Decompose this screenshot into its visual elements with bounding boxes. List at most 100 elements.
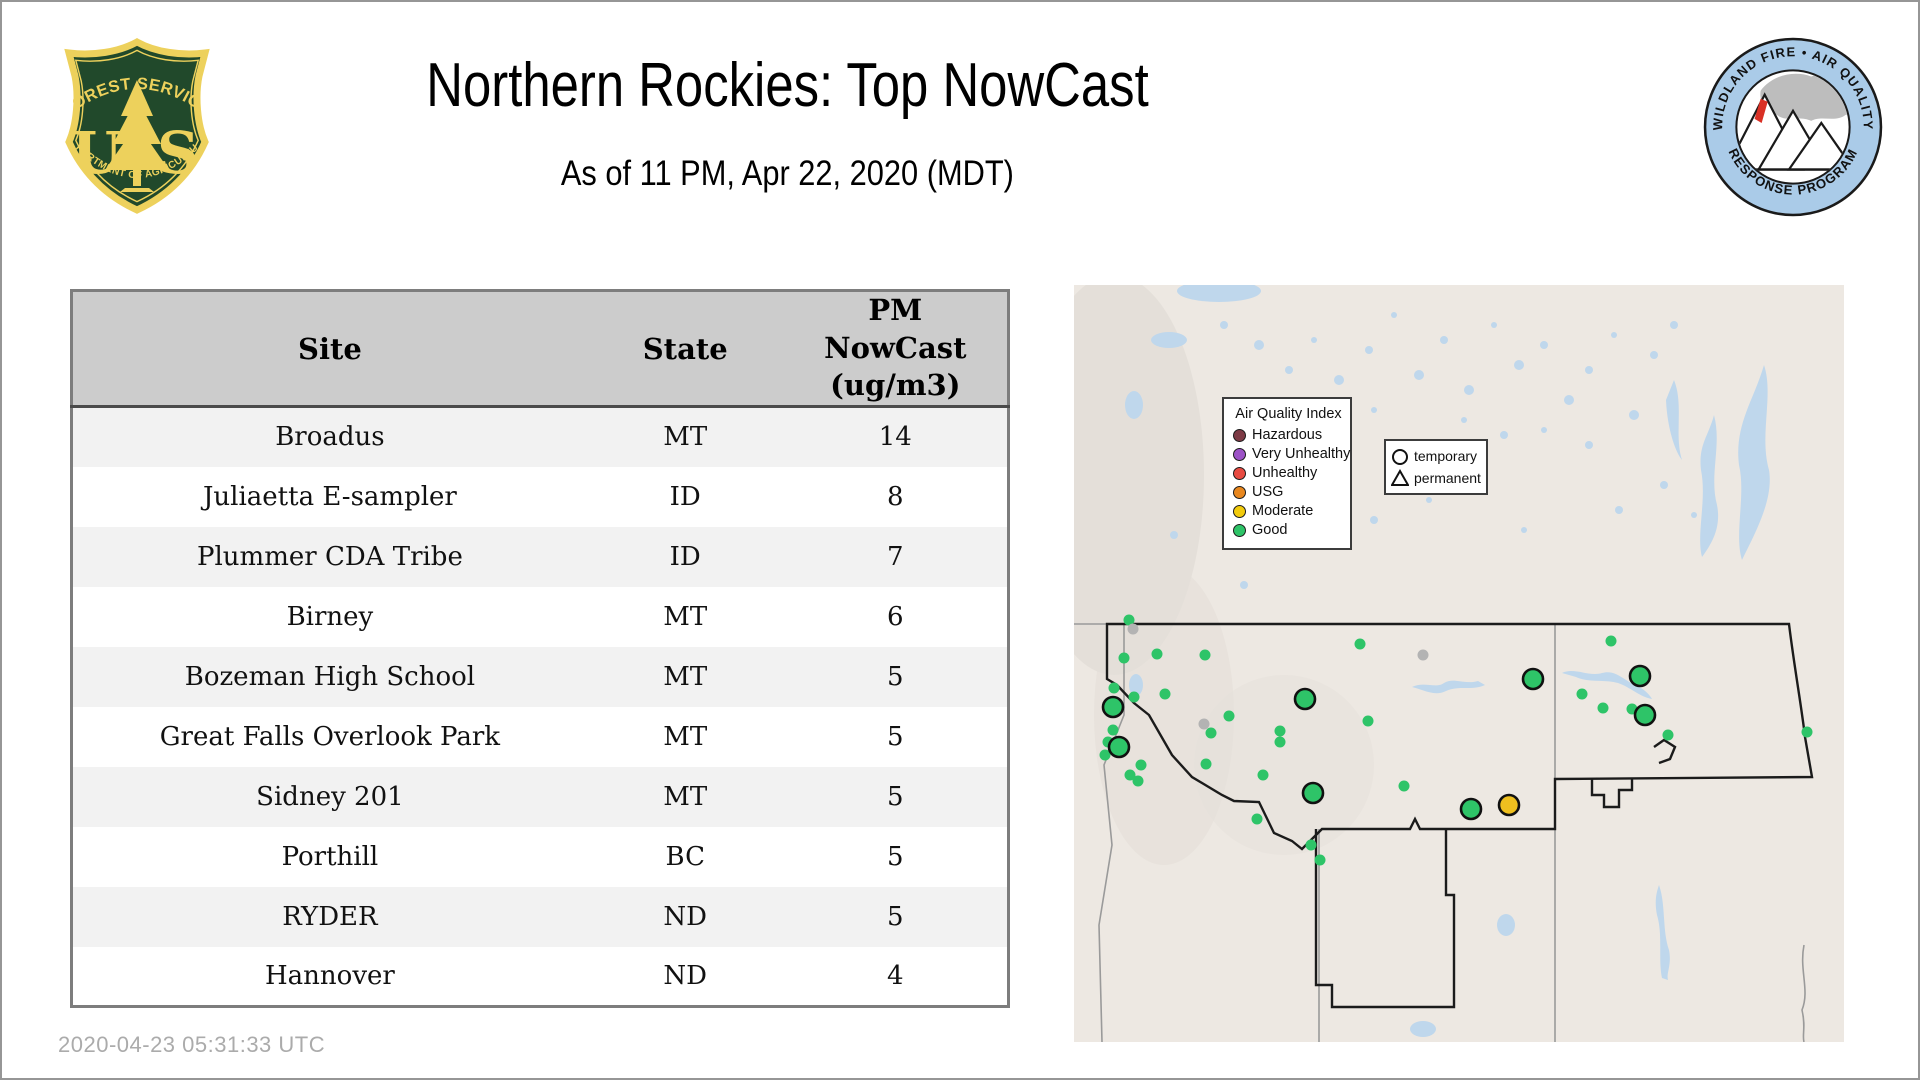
aqi-legend-label: Very Unhealthy [1252, 446, 1351, 462]
value-cell: 5 [887, 901, 904, 932]
table-row: Great Falls Overlook Park MT 5 [71, 706, 1009, 767]
site-marker-good [1354, 638, 1366, 650]
pine-tree-icon [105, 80, 169, 192]
basemap [1074, 285, 1844, 1042]
fs-monogram-u: U [72, 119, 123, 187]
site-cell: Juliaetta E-sampler [202, 481, 457, 512]
site-marker-good [1576, 688, 1588, 700]
table-header-state: State [586, 290, 784, 409]
aqi-legend-item: USG [1233, 484, 1344, 500]
site-marker-good [1251, 813, 1263, 825]
temporary-label: temporary [1414, 448, 1478, 464]
aqi-color-dot-icon [1233, 523, 1246, 537]
site-marker-good [1151, 648, 1163, 660]
site-cell: Plummer CDA Tribe [197, 541, 463, 572]
site-marker-good [1200, 758, 1212, 770]
site-marker-good [1159, 688, 1171, 700]
aqi-color-dot-icon [1233, 485, 1246, 499]
site-marker-good [1205, 727, 1217, 739]
region-borders-black [1105, 622, 1814, 1009]
site-marker-moderate [1497, 793, 1521, 817]
terrain-shading [1074, 285, 1374, 865]
site-cell: Sidney 201 [256, 781, 404, 812]
permanent-label: permanent [1414, 470, 1481, 486]
site-marker-good [1628, 664, 1652, 688]
site-marker-good [1107, 724, 1119, 736]
wfaqrp-logo: WILDLAND FIRE • AIR QUALITY RESPONSE PRO… [1703, 37, 1883, 217]
site-marker-good [1099, 749, 1111, 761]
state-cell: BC [665, 841, 705, 872]
aqi-legend: Air Quality Index Hazardous Very Unhealth… [1222, 397, 1352, 550]
air-quality-map: Air Quality Index Hazardous Very Unhealth… [1074, 285, 1844, 1042]
value-cell: 7 [887, 541, 904, 572]
aqi-legend-label: Unhealthy [1252, 465, 1318, 481]
aqi-color-dot-icon [1233, 504, 1246, 518]
site-cell: Great Falls Overlook Park [159, 721, 501, 752]
table-body: Broadus MT 14 Juliaetta E-sampler ID 8 Plummer… [71, 406, 1009, 1007]
table-header-row: Site State PM NowCast (ug/m3) [71, 290, 1009, 409]
site-marker-good [1274, 736, 1286, 748]
site-marker-good [1521, 667, 1545, 691]
site-marker-good [1223, 710, 1235, 722]
temporary-circle-icon [1392, 449, 1408, 465]
generated-timestamp: 2020-04-23 05:31:33 UTC [58, 1032, 326, 1057]
aqi-legend-label: Good [1252, 522, 1288, 538]
site-marker-good [1274, 725, 1286, 737]
site-marker-good [1135, 759, 1147, 771]
site-marker-good [1314, 854, 1326, 866]
aqi-color-dot-icon [1233, 466, 1246, 480]
value-cell: 5 [887, 661, 904, 692]
value-cell: 14 [878, 422, 912, 453]
site-marker-good [1118, 652, 1130, 664]
site-marker-inactive [1417, 649, 1429, 661]
aqi-legend-label: USG [1252, 484, 1284, 500]
site-marker-good [1597, 702, 1609, 714]
aqi-legend-item: Very Unhealthy [1233, 446, 1350, 462]
site-marker-good [1801, 726, 1813, 738]
state-cell: ID [669, 541, 701, 572]
table-row: Sidney 201 MT 5 [71, 766, 1009, 827]
table-header-site: Site [71, 290, 587, 409]
site-marker-good [1107, 735, 1131, 759]
permanent-triangle-icon [1391, 469, 1409, 486]
nowcast-table: Site State PM NowCast (ug/m3) Broadus MT 1… [70, 289, 1010, 1009]
site-marker-good [1398, 780, 1410, 792]
monitor-type-legend: temporary permanent [1384, 439, 1488, 495]
site-cell: RYDER [282, 901, 378, 932]
aqi-legend-label: Hazardous [1252, 427, 1323, 443]
flame-icon [1754, 98, 1768, 123]
site-marker-good [1633, 703, 1657, 727]
site-marker-good [1128, 691, 1140, 703]
aqi-legend-item: Hazardous [1233, 427, 1344, 443]
site-marker-good [1293, 687, 1317, 711]
site-marker-good [1362, 715, 1374, 727]
value-cell: 4 [887, 960, 904, 991]
aqi-legend-item: Unhealthy [1233, 465, 1344, 481]
state-borders-gray [1074, 623, 1806, 1042]
page-title: Northern Rockies: Top NowCast [425, 51, 1149, 120]
site-marker-good [1301, 781, 1325, 805]
site-cell: Bozeman High School [184, 661, 476, 692]
sites-layer [1099, 614, 1813, 866]
aqi-color-dot-icon [1233, 447, 1246, 461]
state-cell: MT [663, 422, 708, 453]
site-cell: Birney [286, 601, 374, 632]
site-marker-good [1459, 797, 1483, 821]
value-cell: 8 [887, 481, 904, 512]
table-row: Hannover ND 4 [71, 946, 1009, 1007]
site-marker-good [1101, 695, 1125, 719]
site-marker-good [1132, 775, 1144, 787]
state-cell: ID [669, 481, 701, 512]
site-marker-good [1605, 635, 1617, 647]
site-marker-good [1123, 614, 1135, 626]
site-marker-good [1662, 729, 1674, 741]
table-row: Porthill BC 5 [71, 826, 1009, 887]
site-cell: Porthill [281, 841, 379, 872]
table-row: RYDER ND 5 [71, 886, 1009, 947]
value-cell: 6 [887, 601, 904, 632]
forest-service-logo: FOREST SERVICE DEPARTMENT OF AGRICULTURE… [57, 36, 210, 214]
table-row: Birney MT 6 [71, 586, 1009, 647]
state-cell: MT [663, 721, 708, 752]
site-marker-inactive [1198, 718, 1210, 730]
table-row: Broadus MT 14 [71, 406, 1009, 467]
